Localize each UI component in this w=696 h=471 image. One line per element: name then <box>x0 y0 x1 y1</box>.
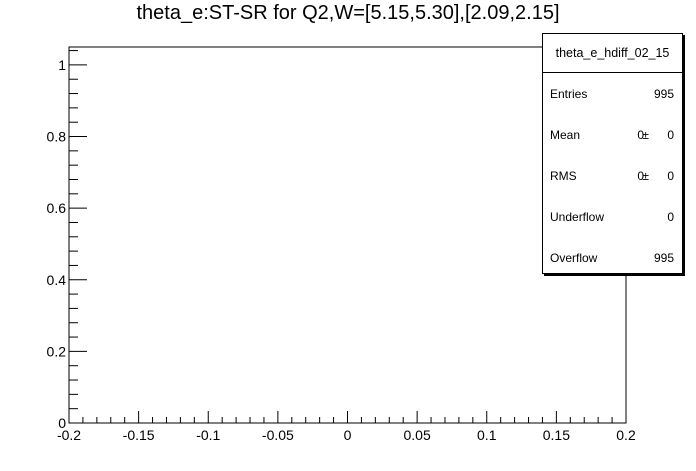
y-tick-label: 0.2 <box>47 343 67 359</box>
stats-row-underflow: Underflow 0 <box>543 196 682 237</box>
stats-entries-value: 995 <box>653 87 674 101</box>
y-tick-label: 1 <box>58 57 66 73</box>
stats-mean-label: Mean <box>550 128 581 142</box>
stats-row-entries: Entries 995 <box>543 73 682 114</box>
y-tick-label: 0.6 <box>47 200 67 216</box>
stats-mean-pm: ± <box>642 128 649 142</box>
x-tick-label: -0.05 <box>262 427 294 443</box>
stats-entries-label: Entries <box>550 87 588 101</box>
y-tick-label: 0 <box>58 415 66 431</box>
y-tick-label: 0.4 <box>47 272 67 288</box>
stats-box: theta_e_hdiff_02_15 Entries 995 Mean 0 ±… <box>542 33 683 274</box>
stats-underflow-label: Underflow <box>550 210 605 224</box>
stats-row-rms: RMS 0 ± 0 <box>543 155 682 196</box>
x-tick-label: 0.1 <box>477 427 497 443</box>
y-tick-label: 0.8 <box>47 129 67 145</box>
stats-overflow-value: 995 <box>653 251 674 265</box>
stats-mean-value: 0 <box>637 128 644 142</box>
x-tick-label: 0.2 <box>616 427 636 443</box>
x-tick-label: 0 <box>344 427 352 443</box>
stats-rms-pm: ± <box>642 169 649 183</box>
stats-mean-error: 0 <box>667 128 674 142</box>
stats-rms-value: 0 <box>637 169 644 183</box>
x-tick-label: 0.15 <box>543 427 570 443</box>
x-tick-label: -0.15 <box>123 427 155 443</box>
x-tick-label: 0.05 <box>404 427 431 443</box>
stats-row-overflow: Overflow 995 <box>543 237 682 278</box>
stats-histogram-name: theta_e_hdiff_02_15 <box>543 34 682 73</box>
stats-rms-label: RMS <box>550 169 577 183</box>
stats-overflow-label: Overflow <box>550 251 598 265</box>
stats-row-mean: Mean 0 ± 0 <box>543 114 682 155</box>
stats-underflow-value: 0 <box>667 210 674 224</box>
x-tick-label: -0.2 <box>57 427 81 443</box>
x-tick-label: -0.1 <box>196 427 220 443</box>
stats-rms-error: 0 <box>667 169 674 183</box>
chart-title: theta_e:ST-SR for Q2,W=[5.15,5.30],[2.09… <box>136 2 560 24</box>
